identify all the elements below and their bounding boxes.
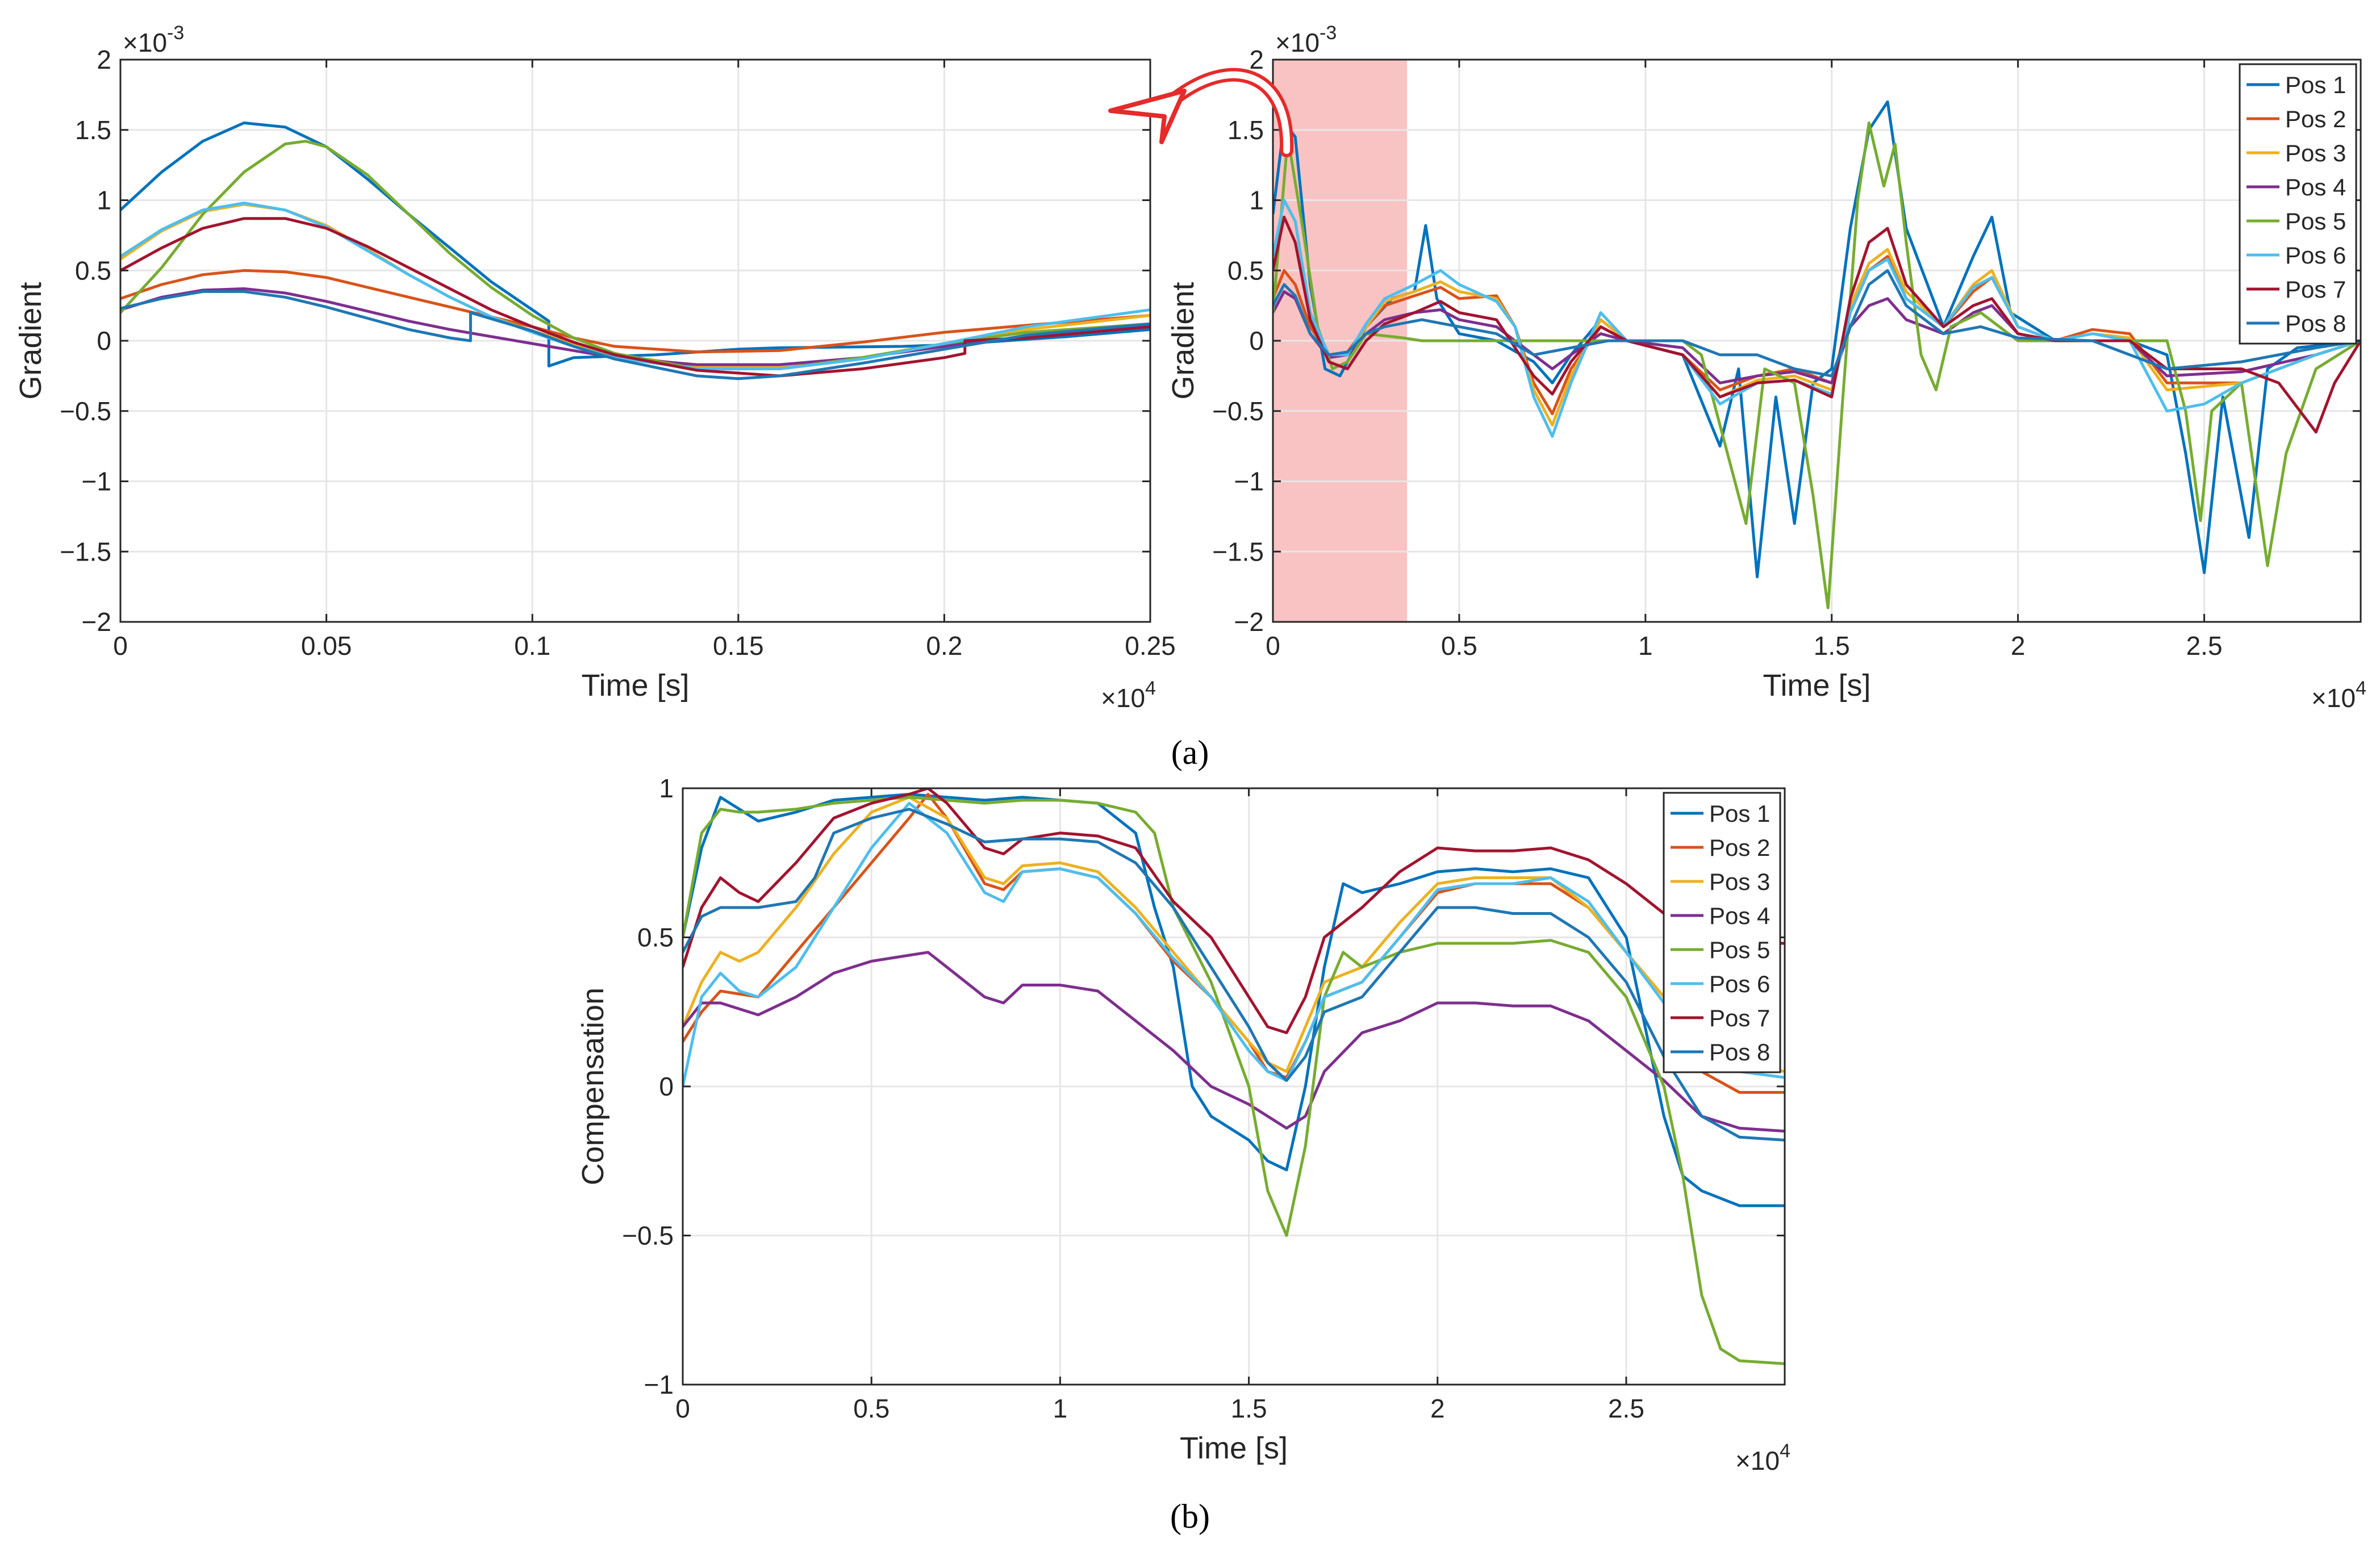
y-axis-label: Gradient xyxy=(1166,282,1200,399)
series-line-pos-8 xyxy=(683,808,1785,1142)
x-axis-label: Time [s] xyxy=(1763,668,1870,703)
legend-label: Pos 2 xyxy=(2285,106,2346,132)
legend-label: Pos 7 xyxy=(2285,276,2346,303)
chart-a-left: 0 0.05 0.1 0.15 0.2 0.25 −2 −1.5 −1 −0.5 0 0.5 1 1.5 2… xyxy=(14,22,1176,713)
x-tick-label: 0.5 xyxy=(853,1394,890,1423)
x-tick-label: 1 xyxy=(1053,1394,1068,1423)
x-tick-label: 0.5 xyxy=(1441,631,1477,660)
y-tick-label: −2 xyxy=(82,607,111,637)
legend-label: Pos 8 xyxy=(2285,310,2346,337)
y-tick-label: 1 xyxy=(1249,186,1264,215)
series-line-pos-5 xyxy=(683,796,1785,1365)
x-tick-label: 1.5 xyxy=(1814,631,1850,660)
x-tick-label: 2.5 xyxy=(1608,1394,1644,1423)
x-tick-label: 2 xyxy=(1430,1394,1445,1423)
legend-label: Pos 6 xyxy=(2285,242,2346,269)
y-tick-label: −0.5 xyxy=(622,1221,674,1251)
legend: Pos 1 Pos 2 Pos 3 Pos 4 Pos 5 Pos 6 Pos 7 Pos 8 xyxy=(1663,792,1781,1073)
y-tick-label: −0.5 xyxy=(1212,396,1264,426)
x-axis-label: Time [s] xyxy=(581,668,689,703)
y-tick-label: −1 xyxy=(1234,467,1264,496)
legend-label: Pos 1 xyxy=(1709,800,1770,827)
x-exponent-label: ×104 xyxy=(1101,678,1156,713)
y-tick-label: −1 xyxy=(644,1370,674,1399)
x-tick-label: 1.5 xyxy=(1231,1394,1267,1423)
y-tick-label: 0 xyxy=(1249,326,1264,356)
y-tick-label: 1.5 xyxy=(75,115,111,145)
series-line-pos-4 xyxy=(683,951,1785,1133)
series-line-pos-1 xyxy=(683,793,1785,1207)
legend-label: Pos 3 xyxy=(1709,868,1770,895)
x-tick-label: 0.2 xyxy=(926,631,962,660)
chart-b: 0 0.5 1 1.5 2 2.5 −1 −0.5 0 0.5 1 Time [s] Compensat… xyxy=(576,774,1790,1475)
legend-label: Pos 2 xyxy=(1709,834,1770,861)
y-axis-label: Compensation xyxy=(576,988,610,1185)
x-axis-label: Time [s] xyxy=(1180,1431,1288,1465)
x-tick-label: 0 xyxy=(1266,631,1280,660)
y-tick-label: 0.5 xyxy=(637,923,674,952)
series-line-pos-7 xyxy=(120,217,1150,378)
y-tick-label: −2 xyxy=(1234,607,1264,637)
x-tick-label: 0 xyxy=(113,631,128,660)
x-tick-label: 0.25 xyxy=(1125,631,1176,660)
series-group xyxy=(120,121,1150,381)
x-tick-label: 2.5 xyxy=(2186,631,2223,660)
legend-box xyxy=(1663,792,1781,1073)
legend-label: Pos 4 xyxy=(1709,902,1770,929)
zoom-arrow-icon xyxy=(1108,68,1294,157)
y-tick-label: 2 xyxy=(97,45,111,74)
series-line-pos-7 xyxy=(1273,215,2361,434)
series-line-pos-8 xyxy=(1273,269,2361,378)
x-exponent-label: ×104 xyxy=(2311,678,2366,713)
y-tick-label: 0 xyxy=(659,1072,674,1101)
y-tick-label: −0.5 xyxy=(60,396,111,426)
series-line-pos-6 xyxy=(683,801,1785,1087)
y-tick-label: −1.5 xyxy=(60,537,111,566)
y-axis-label: Gradient xyxy=(14,282,48,399)
y-tick-label: 1.5 xyxy=(1227,115,1264,145)
series-line-pos-6 xyxy=(120,202,1150,370)
x-exponent-label: ×104 xyxy=(1735,1440,1790,1475)
legend-label: Pos 5 xyxy=(2285,208,2346,235)
chart-a-right: 0 0.5 1 1.5 2 2.5 −2 −1.5 −1 −0.5 0 0.5 1 1.5 2 Time [s… xyxy=(1166,22,2366,713)
x-tick-label: 0 xyxy=(675,1394,690,1423)
y-exponent-label: ×10-3 xyxy=(1275,22,1337,57)
legend-label: Pos 1 xyxy=(2285,72,2346,98)
y-tick-label: 0.5 xyxy=(1227,256,1264,285)
legend-label: Pos 7 xyxy=(1709,1005,1770,1031)
series-group xyxy=(1273,100,2361,609)
x-tick-label: 0.05 xyxy=(301,631,352,660)
legend-label: Pos 5 xyxy=(1709,937,1770,963)
y-tick-label: −1.5 xyxy=(1212,537,1264,566)
legend-box xyxy=(2239,63,2357,345)
series-line-pos-6 xyxy=(1273,199,2361,438)
series-line-pos-5 xyxy=(1273,121,2361,609)
x-tick-label: 0.15 xyxy=(713,631,764,660)
legend-label: Pos 6 xyxy=(1709,971,1770,997)
y-tick-label: −1 xyxy=(82,467,111,496)
caption-b: (b) xyxy=(1170,1498,1210,1535)
legend-label: Pos 3 xyxy=(2285,140,2346,166)
y-tick-label: 0 xyxy=(97,326,111,356)
legend: Pos 1 Pos 2 Pos 3 Pos 4 Pos 5 Pos 6 Pos 7 Pos 8 xyxy=(2239,63,2357,345)
legend-label: Pos 8 xyxy=(1709,1039,1770,1065)
series-line-pos-1 xyxy=(120,121,1150,367)
series-line-pos-7 xyxy=(683,788,1785,1034)
y-tick-label: 2 xyxy=(1249,45,1264,74)
series-group xyxy=(683,788,1785,1365)
y-exponent-label: ×10-3 xyxy=(123,22,184,57)
y-tick-label: 1 xyxy=(97,186,111,215)
y-tick-label: 1 xyxy=(659,774,674,803)
series-line-pos-8 xyxy=(120,290,1150,381)
caption-a: (a) xyxy=(1171,734,1209,771)
y-tick-label: 0.5 xyxy=(75,256,111,285)
x-tick-label: 1 xyxy=(1638,631,1653,660)
x-tick-label: 2 xyxy=(2011,631,2026,660)
legend-label: Pos 4 xyxy=(2285,174,2346,200)
x-tick-label: 0.1 xyxy=(514,631,550,660)
